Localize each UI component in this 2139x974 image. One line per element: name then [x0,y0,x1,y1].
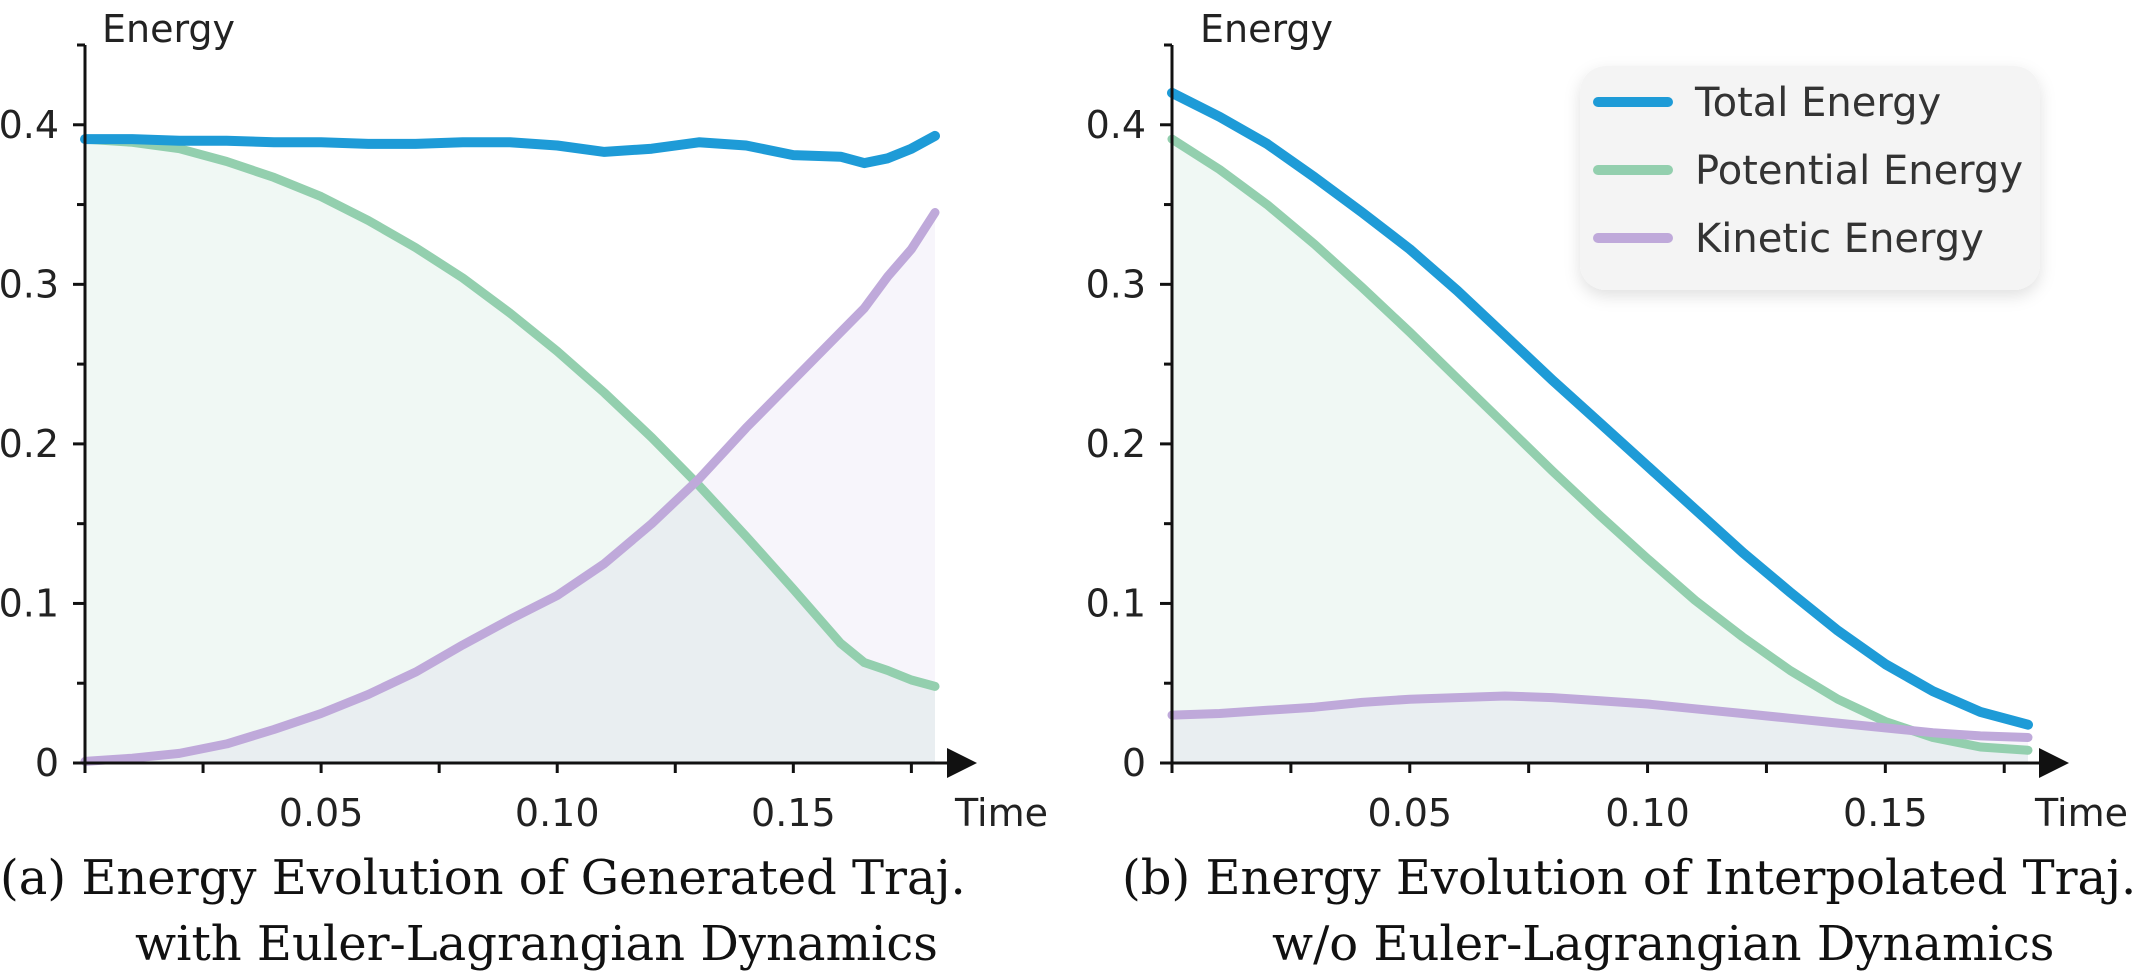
caption-line-1: (a) Energy Evolution of Generated Traj. [0,850,966,906]
caption-line-2: with Euler-Lagrangian Dynamics [135,916,938,972]
panel-b: 0 0.1 0.2 0.3 0.4 0.05 0.10 0.15 Energy Time (b… [1086,7,2137,972]
potential-energy-line [80,134,940,691]
x-tick-label: 0.10 [1605,791,1690,835]
y-tick-label: 0 [1122,741,1146,785]
y-tick-label: 0.2 [0,422,59,466]
y-tick-label: 0.3 [1086,262,1146,306]
series-lines [1167,87,2033,755]
x-tick-label: 0.05 [1367,791,1452,835]
caption-line-2: w/o Euler-Lagrangian Dynamics [1272,916,2054,972]
x-axis-title: Time [954,791,1048,835]
potential-energy-line [1167,134,2033,755]
legend: Total Energy Potential Energy Kinetic En… [1580,66,2040,290]
total-energy-line [1167,87,2033,730]
legend-label-kinetic: Kinetic Energy [1695,216,1984,262]
potential-area-fill [1172,139,2028,764]
axes: 0 0.1 0.2 0.3 0.4 0.05 0.10 0.15 [0,43,977,835]
kinetic-area-fill [85,212,935,763]
y-tick-label: 0.2 [1086,422,1146,466]
y-axis-title: Energy [102,7,235,51]
total-energy-line [80,130,940,169]
kinetic-area-fill [1172,696,2028,763]
x-tick-label: 0.05 [279,791,364,835]
legend-label-potential: Potential Energy [1695,148,2023,194]
caption-line-1: (b) Energy Evolution of Interpolated Tra… [1122,850,2136,906]
y-tick-label: 0.1 [1086,581,1146,625]
area-fills [85,139,935,764]
x-tick-label: 0.15 [1843,791,1928,835]
y-tick-label: 0 [35,741,59,785]
series-lines [80,130,940,766]
y-axis-title: Energy [1200,7,1333,51]
y-tick-label: 0.3 [0,262,59,306]
x-tick-label: 0.15 [751,791,836,835]
axes: 0 0.1 0.2 0.3 0.4 0.05 0.10 0.15 [1086,43,2069,835]
y-tick-label: 0.1 [0,581,59,625]
legend-box [1580,66,2040,290]
y-tick-label: 0.4 [0,103,59,147]
kinetic-energy-line [80,208,940,766]
x-tick-label: 0.10 [515,791,600,835]
y-tick-label: 0.4 [1086,103,1146,147]
area-fills [1172,139,2028,764]
x-axis-title: Time [2034,791,2128,835]
legend-label-total: Total Energy [1694,80,1941,126]
potential-area-fill [85,139,935,764]
panel-a: 0 0.1 0.2 0.3 0.4 0.05 0.10 0.15 Energy Time (a… [0,7,1048,972]
kinetic-energy-line [1167,691,2033,742]
